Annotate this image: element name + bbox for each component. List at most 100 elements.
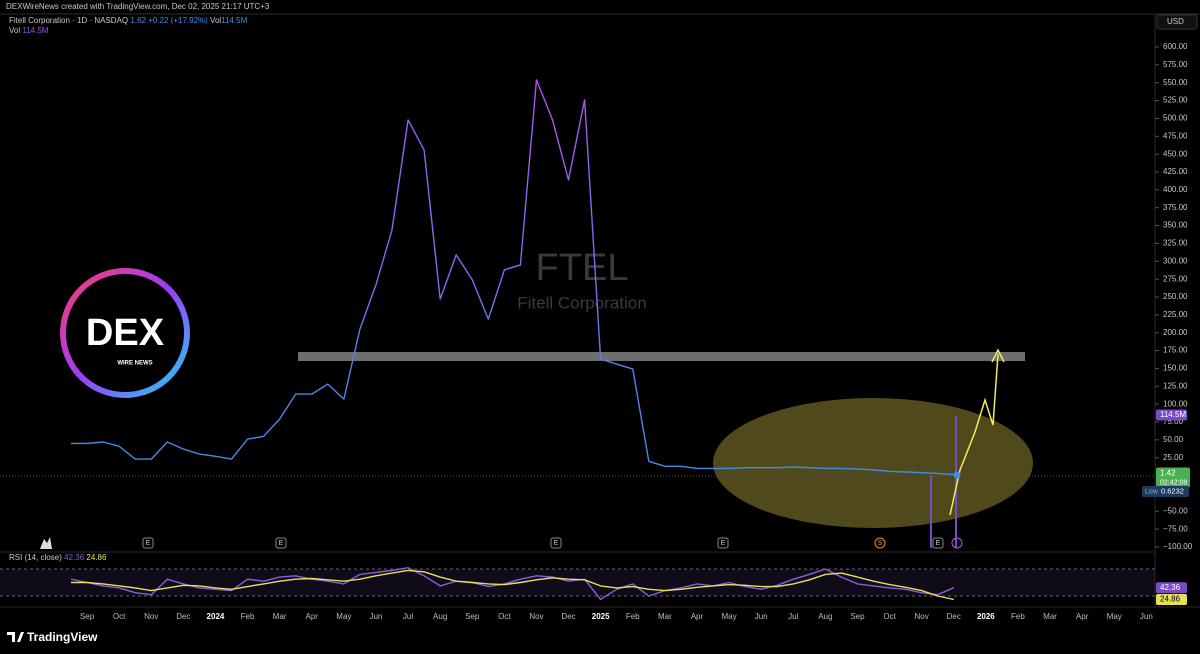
countdown: 02:42:08 [1160, 479, 1187, 486]
x-tick-label: Dec [947, 612, 961, 621]
x-tick-label: Oct [498, 612, 511, 621]
event-marker[interactable]: E [554, 540, 559, 547]
rsi-title: RSI (14, close) [9, 553, 62, 562]
x-tick-label: Dec [176, 612, 190, 621]
event-marker[interactable]: E [936, 540, 941, 547]
y-tick-label: 350.00 [1163, 221, 1188, 230]
credit: DEXWireNews created with TradingView.com… [6, 2, 270, 11]
event-marker[interactable]: S [878, 540, 883, 547]
low-label: Low [1145, 488, 1159, 495]
y-tick-label: 175.00 [1163, 346, 1188, 355]
event-box [932, 537, 944, 549]
x-tick-label: Sep [465, 612, 480, 621]
y-tick-label: 600.00 [1163, 42, 1188, 51]
watermark-ticker: FTEL [536, 247, 629, 289]
y-tick-label: 500.00 [1163, 114, 1188, 123]
low-badge-bg [1142, 486, 1189, 497]
rsi-ma-badge: 24.86 [1160, 595, 1181, 604]
y-tick-label: 225.00 [1163, 310, 1188, 319]
y-tick-label: 450.00 [1163, 149, 1188, 158]
vol-value: 114.5M [221, 16, 247, 25]
x-tick-label: Oct [113, 612, 126, 621]
time-axis [0, 609, 1200, 625]
resistance-band [298, 352, 1025, 361]
event-box [142, 537, 154, 549]
last-price-bg [1156, 467, 1190, 488]
rsi-ma-badge-bg [1156, 594, 1187, 606]
change: +0.22 (+17.92%) [148, 16, 208, 25]
vol-label: Vol [210, 16, 221, 25]
x-tick-label: Sep [80, 612, 95, 621]
rsi-band [0, 569, 1155, 597]
logo-subtitle: WIRE NEWS [117, 361, 152, 367]
highlight-ellipse [713, 398, 1033, 528]
x-tick-label: Nov [915, 612, 929, 621]
y-tick-label: 125.00 [1163, 381, 1188, 390]
x-tick-label: Jul [788, 612, 798, 621]
logo-title: DEX [86, 312, 165, 354]
y-tick-label: 50.00 [1163, 435, 1184, 444]
x-tick-label: Jun [755, 612, 768, 621]
currency-box [1156, 14, 1198, 30]
x-tick-label: Feb [241, 612, 255, 621]
volume-badge-bg [1156, 409, 1187, 421]
logo: DEX WIRE NEWS [60, 268, 190, 398]
x-tick-label: Oct [883, 612, 896, 621]
x-tick-label: Aug [433, 612, 447, 621]
logo-ring [60, 268, 190, 398]
y-tick-label: 325.00 [1163, 239, 1188, 248]
event-marker[interactable]: E [279, 540, 284, 547]
x-tick-label: Dec [561, 612, 575, 621]
split-icon[interactable] [951, 537, 963, 549]
y-tick-label: 550.00 [1163, 78, 1188, 87]
low-value: 0.6232 [1161, 486, 1184, 495]
y-tick-label: −100.00 [1163, 542, 1193, 551]
watermark-name: Fitell Corporation [517, 293, 646, 312]
vol-value: 114.5M [22, 26, 48, 35]
x-tick-label: May [336, 612, 351, 621]
y-tick-label: 575.00 [1163, 60, 1188, 69]
footer: TradingView [7, 630, 98, 644]
y-tick-label: 200.00 [1163, 328, 1188, 337]
series-line [70, 567, 955, 601]
volume-legend: Vol 114.5M [9, 26, 49, 35]
x-tick-label: Nov [144, 612, 158, 621]
y-tick-label: 375.00 [1163, 203, 1188, 212]
y-tick-label: 100.00 [1163, 399, 1188, 408]
event-box [874, 537, 886, 549]
symbol: Fitell Corporation · 1D · NASDAQ [9, 16, 128, 25]
y-tick-label: 475.00 [1163, 131, 1188, 140]
vol-label: Vol [9, 26, 20, 35]
arrow-head [991, 348, 1005, 363]
series-line [71, 569, 954, 601]
y-tick-label: 250.00 [1163, 292, 1188, 301]
rsi-legend: RSI (14, close) 42.36 24.86 [9, 553, 107, 562]
rsi-badge-bg [1156, 582, 1187, 594]
x-tick-label: Feb [1011, 612, 1025, 621]
y-tick-label: 275.00 [1163, 274, 1188, 283]
y-tick-label: 425.00 [1163, 167, 1188, 176]
series-line [71, 79, 954, 476]
x-tick-label: Jun [369, 612, 382, 621]
volume-badge: 114.5M [1160, 410, 1186, 419]
y-tick-label: 25.00 [1163, 453, 1184, 462]
x-tick-label: Sep [850, 612, 865, 621]
x-tick-label: Apr [306, 612, 319, 621]
event-marker[interactable]: E [146, 540, 151, 547]
x-tick-label: May [1107, 612, 1122, 621]
last-point [953, 471, 961, 479]
y-tick-label: −75.00 [1163, 524, 1188, 533]
brand-icon [7, 632, 24, 642]
event-box [717, 537, 729, 549]
x-tick-label: 2026 [977, 612, 995, 621]
legend: Fitell Corporation · 1D · NASDAQ 1.62 +0… [9, 16, 248, 25]
plot [0, 79, 1155, 601]
currency: USD [1167, 17, 1184, 26]
x-tick-label: Mar [273, 612, 287, 621]
event-marker[interactable]: E [721, 540, 726, 547]
rsi-ma-value: 24.86 [86, 553, 107, 562]
rsi-badge: 42.36 [1160, 583, 1181, 592]
